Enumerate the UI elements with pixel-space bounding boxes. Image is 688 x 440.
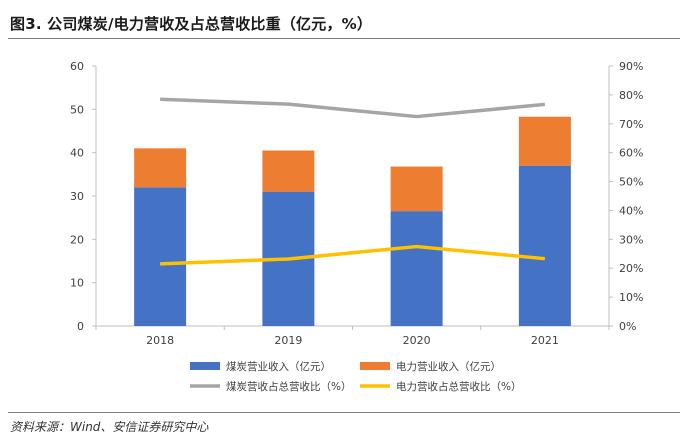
power-revenue-bar bbox=[518, 116, 571, 166]
right-tick-label: 30% bbox=[619, 233, 643, 246]
right-tick-label: 20% bbox=[619, 262, 643, 275]
coal-revenue-bar bbox=[390, 211, 443, 326]
right-tick-label: 60% bbox=[619, 147, 643, 160]
power-revenue-bar bbox=[262, 150, 315, 192]
legend-power-revenue-swatch bbox=[360, 362, 390, 370]
left-tick-label: 50 bbox=[70, 103, 84, 116]
legend-coal-revenue-swatch bbox=[190, 362, 220, 370]
lines bbox=[160, 97, 546, 266]
right-tick-label: 40% bbox=[619, 204, 643, 217]
x-tick-label: 2018 bbox=[146, 334, 174, 347]
legend-power-share-label: 电力营收占总营收比（%） bbox=[396, 380, 521, 393]
bars bbox=[134, 116, 571, 326]
source-divider bbox=[8, 412, 680, 413]
left-tick-label: 0 bbox=[77, 320, 84, 333]
title-divider bbox=[8, 38, 680, 39]
x-tick-label: 2019 bbox=[274, 334, 302, 347]
legend: 煤炭营业收入（亿元） 电力营业收入（亿元） 煤炭营收占总营收比（%） 电力营收占总营收… bbox=[190, 360, 521, 393]
chart: 0 10 20 30 40 50 60 0% 10% 20% 30% 40% 50% 60% 70% 80% 9… bbox=[70, 60, 643, 393]
right-tick-label: 80% bbox=[619, 89, 643, 102]
left-tick-label: 60 bbox=[70, 60, 84, 73]
right-tick-label: 70% bbox=[619, 118, 643, 131]
figure-title: 图3. 公司煤炭/电力营收及占总营收比重（亿元，%） bbox=[10, 15, 373, 33]
legend-coal-revenue-label: 煤炭营业收入（亿元） bbox=[226, 360, 331, 373]
axes: 0 10 20 30 40 50 60 0% 10% 20% 30% 40% 50% 60% 70% 80% 9… bbox=[70, 60, 643, 347]
legend-coal-share-label: 煤炭营收占总营收比（%） bbox=[226, 380, 351, 393]
power-revenue-bar bbox=[390, 166, 443, 212]
power-share-line bbox=[160, 244, 546, 266]
power-revenue-bar bbox=[134, 148, 187, 188]
right-tick-label: 50% bbox=[619, 176, 643, 189]
coal-revenue-bar bbox=[134, 187, 187, 326]
coal-revenue-bar bbox=[518, 165, 571, 326]
right-tick-label: 90% bbox=[619, 60, 643, 73]
x-tick-label: 2021 bbox=[531, 334, 559, 347]
coal-share-line bbox=[160, 97, 546, 119]
legend-power-revenue-label: 电力营业收入（亿元） bbox=[396, 360, 501, 373]
left-tick-label: 40 bbox=[70, 147, 84, 160]
left-tick-label: 20 bbox=[70, 233, 84, 246]
left-tick-label: 10 bbox=[70, 277, 84, 290]
x-tick-label: 2020 bbox=[403, 334, 431, 347]
right-tick-label: 10% bbox=[619, 291, 643, 304]
source-note: 资料来源：Wind、安信证券研究中心 bbox=[10, 420, 209, 434]
left-tick-label: 30 bbox=[70, 190, 84, 203]
right-tick-label: 0% bbox=[619, 320, 636, 333]
